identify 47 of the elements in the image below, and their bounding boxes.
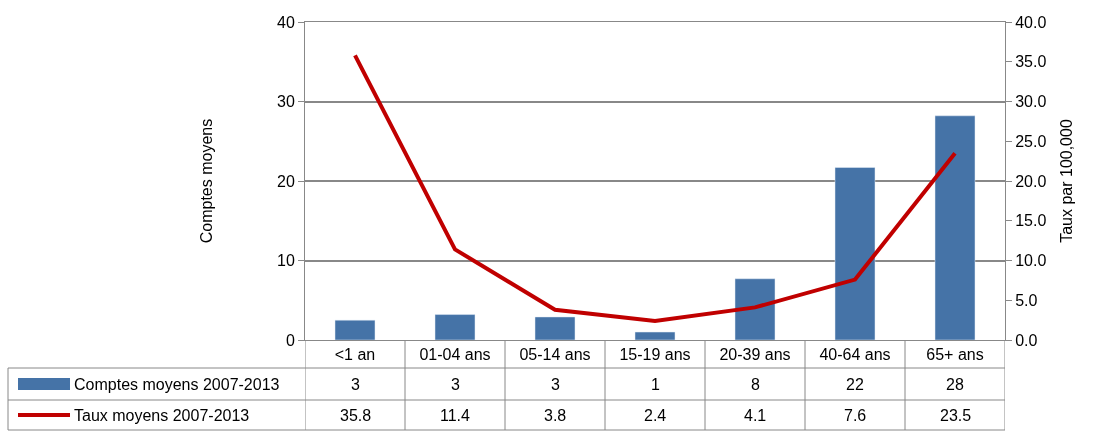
- data-label: 23.5: [940, 407, 972, 424]
- y-tick-label: 30: [277, 93, 295, 111]
- bar: [634, 331, 676, 340]
- y2-tick-label: 15.0: [1015, 212, 1047, 230]
- x-tick-label: 40-64 ans: [819, 346, 891, 364]
- y-tick-label: 20: [277, 172, 295, 190]
- data-label: 4.1: [744, 407, 767, 424]
- y-tick-label: 10: [277, 252, 295, 270]
- data-label: 7.6: [844, 407, 867, 424]
- y2-tick-label: 20.0: [1015, 172, 1047, 190]
- data-label: 3: [451, 376, 460, 393]
- legend-label: Taux moyens 2007-2013: [74, 407, 250, 424]
- bar: [734, 278, 776, 340]
- data-label: 28: [946, 376, 964, 393]
- data-label: 11.4: [440, 407, 471, 424]
- y-tick-label: 40: [277, 13, 295, 31]
- y2-axis-title: Taux par 100,000: [1058, 119, 1076, 243]
- x-tick-label: 20-39 ans: [719, 346, 791, 364]
- y2-tick-label: 40.0: [1015, 13, 1047, 31]
- y2-tick-label: 30.0: [1015, 93, 1047, 111]
- y2-tick-label: 25.0: [1015, 132, 1047, 150]
- y-axis-title: Comptes moyens: [197, 118, 215, 244]
- y2-tick-label: 35.0: [1015, 53, 1047, 71]
- bar: [534, 316, 576, 340]
- data-label: 3: [351, 376, 360, 393]
- bar: [334, 319, 376, 340]
- bar: [834, 167, 876, 340]
- y-tick-label: 0: [285, 331, 295, 349]
- data-label: 22: [846, 376, 864, 393]
- x-tick-label: <1 an: [334, 346, 376, 364]
- data-label: 2.4: [644, 407, 667, 424]
- y2-tick-label: 0.0: [1015, 331, 1038, 349]
- bar: [934, 115, 976, 340]
- bar: [434, 314, 476, 340]
- x-tick-label: 65+ ans: [926, 346, 984, 364]
- x-tick-label: 01-04 ans: [419, 346, 491, 364]
- x-tick-label: 05-14 ans: [519, 346, 591, 364]
- data-label: 1: [651, 376, 660, 393]
- line-series: [353, 53, 957, 323]
- y2-tick-label: 5.0: [1015, 291, 1038, 309]
- data-label: 35.8: [340, 407, 372, 424]
- data-label: 8: [751, 376, 760, 393]
- y2-tick-label: 10.0: [1015, 252, 1047, 270]
- data-label: 3.8: [544, 407, 567, 424]
- data-label: 3: [551, 376, 560, 393]
- legend-label: Comptes moyens 2007-2013: [74, 376, 280, 393]
- x-tick-label: 15-19 ans: [619, 346, 691, 364]
